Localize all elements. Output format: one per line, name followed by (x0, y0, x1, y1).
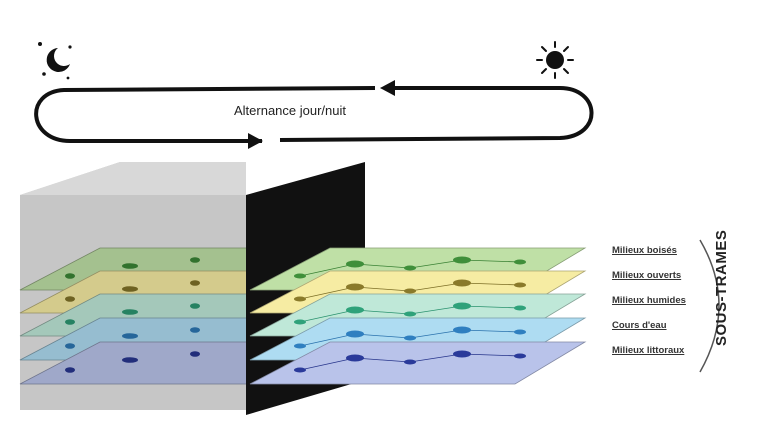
habitat-node-left-cours-eau (190, 327, 200, 333)
habitat-node-left-boises (65, 273, 75, 279)
habitat-node-littoraux (346, 354, 364, 362)
habitat-node-left-boises (122, 263, 138, 269)
habitat-node-humides (514, 305, 526, 311)
habitat-node-cours-eau (514, 329, 526, 335)
cycle-label: Alternance jour/nuit (233, 103, 346, 118)
sous-trames-label: SOUS-TRAMES (713, 229, 730, 346)
habitat-node-ouverts (404, 288, 416, 294)
habitat-node-cours-eau (453, 326, 471, 334)
habitat-node-ouverts (294, 296, 306, 302)
arrow-bottom-icon (248, 133, 263, 149)
habitat-node-humides (346, 306, 364, 314)
habitat-node-ouverts (346, 283, 364, 291)
habitat-node-boises (404, 265, 416, 271)
habitat-node-left-ouverts (65, 296, 75, 302)
sun-icon (536, 41, 574, 79)
habitat-node-cours-eau (404, 335, 416, 341)
layers-right (249, 247, 587, 385)
habitat-node-littoraux (404, 359, 416, 365)
habitat-node-left-humides (190, 303, 200, 309)
layer-label-ouverts: Milieux ouverts (612, 270, 682, 281)
layer-label-boises: Milieux boisés (612, 245, 677, 256)
habitat-node-left-cours-eau (122, 333, 138, 339)
habitat-node-ouverts (514, 282, 526, 288)
habitat-node-left-littoraux (122, 357, 138, 363)
layer-sheet-right-littoraux (249, 341, 587, 385)
moon-stars-icon (38, 42, 72, 80)
layer-label-littoraux: Milieux littoraux (612, 345, 685, 356)
habitat-node-humides (404, 311, 416, 317)
habitat-node-littoraux (294, 367, 306, 373)
sous-trames-bracket (699, 239, 720, 373)
arrow-top-icon (380, 80, 395, 96)
layer-label-cours-eau: Cours d'eau (612, 320, 667, 331)
habitat-node-humides (294, 319, 306, 325)
night-block-top (20, 162, 246, 195)
habitat-node-ouverts (453, 279, 471, 287)
habitat-node-left-humides (122, 309, 138, 315)
habitat-node-boises (514, 259, 526, 265)
habitat-node-left-littoraux (65, 367, 75, 373)
habitat-node-left-cours-eau (65, 343, 75, 349)
habitat-node-cours-eau (294, 343, 306, 349)
habitat-node-left-ouverts (122, 286, 138, 292)
habitat-node-left-humides (65, 319, 75, 325)
cycle-loop (34, 86, 594, 143)
habitat-node-cours-eau (346, 330, 364, 338)
habitat-node-left-littoraux (190, 351, 200, 357)
habitat-node-left-boises (190, 257, 200, 263)
habitat-node-boises (453, 256, 471, 264)
habitat-node-humides (453, 302, 471, 310)
habitat-node-boises (294, 273, 306, 279)
habitat-node-left-ouverts (190, 280, 200, 286)
layer-label-humides: Milieux humides (612, 295, 686, 306)
habitat-node-littoraux (514, 353, 526, 359)
habitat-node-littoraux (453, 350, 471, 358)
habitat-node-boises (346, 260, 364, 268)
